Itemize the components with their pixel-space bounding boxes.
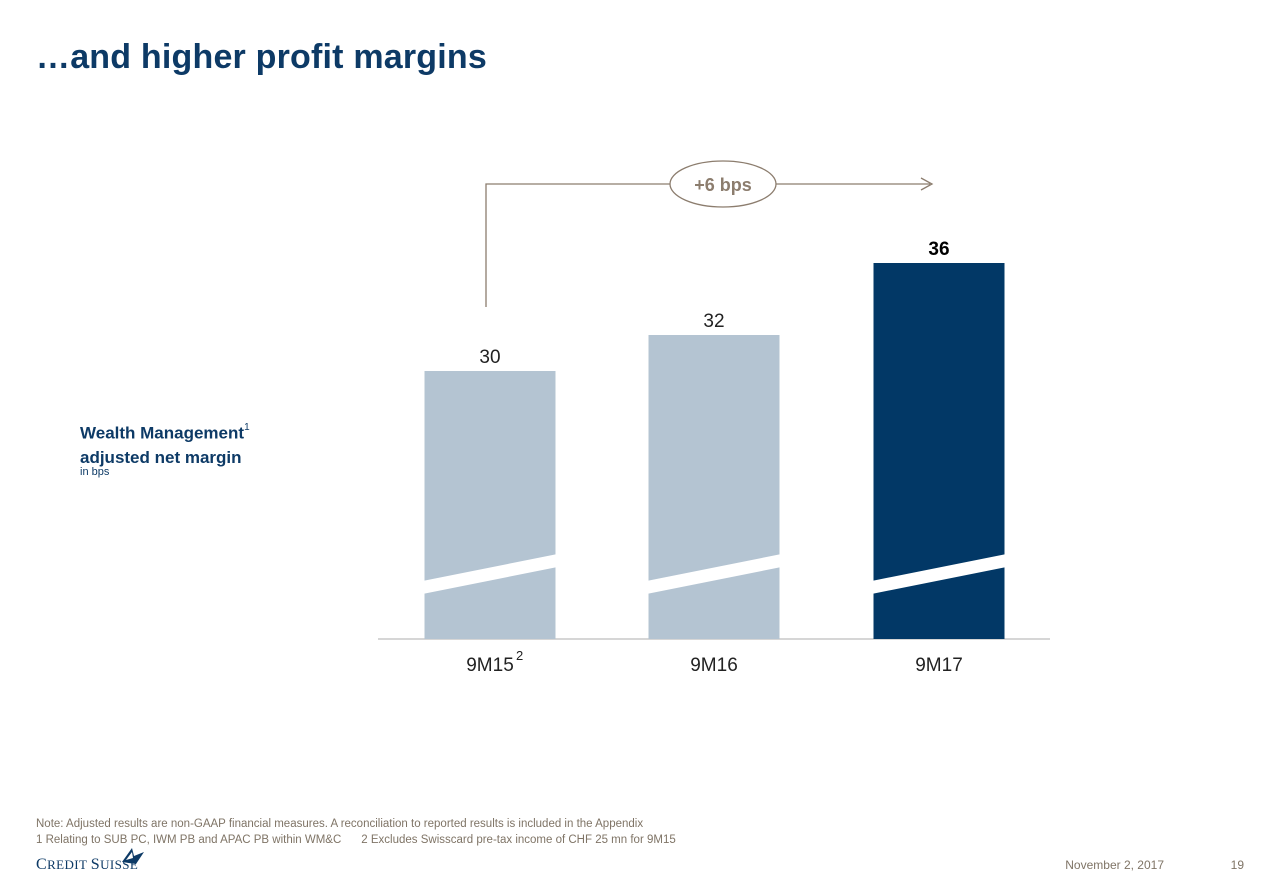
x-tick-label-9M16: 9M16 bbox=[690, 655, 738, 676]
metric-label: Wealth Management1 adjusted net margin bbox=[80, 418, 250, 470]
annotation-arrowhead bbox=[920, 177, 934, 191]
axis-break-9M16 bbox=[646, 554, 782, 594]
x-tick-label-9M17: 9M17 bbox=[915, 655, 963, 676]
bar-9M16 bbox=[648, 335, 780, 639]
footer-note: Note: Adjusted results are non-GAAP fina… bbox=[36, 818, 644, 830]
annotation-bubble bbox=[669, 160, 777, 208]
data-label-9M15: 30 bbox=[479, 347, 500, 368]
metric-label-line2: adjusted net margin bbox=[80, 447, 242, 467]
page-title: …and higher profit margins bbox=[36, 38, 488, 76]
data-label-9M17: 36 bbox=[928, 239, 949, 260]
x-tick-label-9M15: 9M15 bbox=[466, 655, 514, 676]
footer-date: November 2, 2017 bbox=[1065, 858, 1164, 872]
metric-label-line1: Wealth Management bbox=[80, 423, 245, 443]
footer-notes: Note: Adjusted results are non-GAAP fina… bbox=[36, 816, 676, 848]
axis-break-9M17 bbox=[871, 554, 1007, 594]
footnote-2: 2 Excludes Swisscard pre-tax income of C… bbox=[361, 834, 676, 846]
metric-unit: in bps bbox=[80, 466, 110, 478]
data-label-9M16: 32 bbox=[703, 311, 724, 332]
annotation-connector-left bbox=[485, 183, 671, 307]
logo-wordmark: CREDIT SUISSE bbox=[36, 856, 139, 873]
credit-suisse-logo: CREDIT SUISSE bbox=[36, 848, 146, 874]
axis-break-9M15 bbox=[422, 554, 558, 594]
annotation-text: +6 bps bbox=[694, 175, 752, 195]
page-number: 19 bbox=[1230, 858, 1244, 872]
x-tick-superscript-9M15: 2 bbox=[516, 648, 523, 663]
bar-9M15 bbox=[424, 371, 556, 639]
footnote-1: 1 Relating to SUB PC, IWM PB and APAC PB… bbox=[36, 834, 342, 846]
sailboat-icon bbox=[122, 848, 144, 864]
metric-footnote-marker: 1 bbox=[244, 422, 250, 433]
footer-footnotes: 1 Relating to SUB PC, IWM PB and APAC PB… bbox=[36, 832, 676, 848]
